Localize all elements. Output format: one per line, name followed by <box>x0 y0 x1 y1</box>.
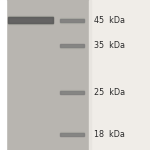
Bar <box>60 132 84 136</box>
Bar <box>90 0 150 150</box>
Text: 25  kDa: 25 kDa <box>94 88 126 97</box>
Bar <box>60 44 84 47</box>
Bar <box>60 44 84 48</box>
Text: 45  kDa: 45 kDa <box>94 16 126 25</box>
Bar <box>60 90 84 94</box>
Bar <box>60 91 84 94</box>
Text: 35  kDa: 35 kDa <box>94 41 126 50</box>
Bar <box>60 18 84 22</box>
Bar <box>8 17 52 23</box>
Bar <box>8 16 52 24</box>
Bar <box>89 0 91 150</box>
Text: 18  kDa: 18 kDa <box>94 130 125 139</box>
Bar <box>6 0 90 150</box>
Bar <box>60 19 84 22</box>
Bar <box>60 133 84 136</box>
Bar <box>0 0 6 150</box>
